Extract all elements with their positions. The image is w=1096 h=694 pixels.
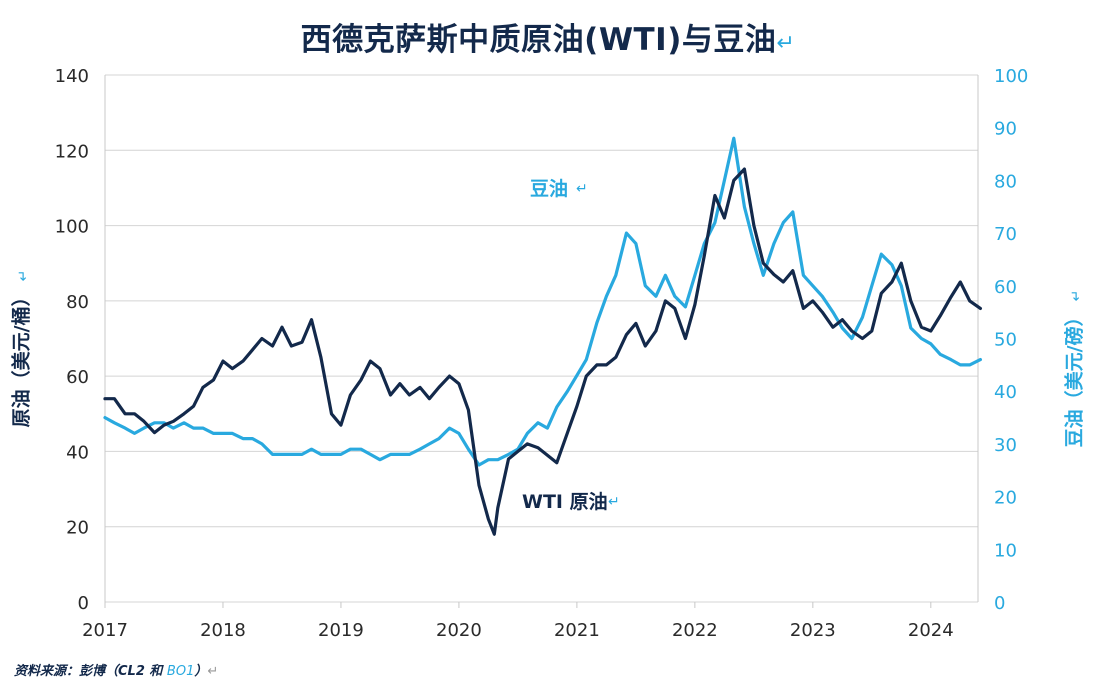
y-tick-label-right: 50 <box>994 330 1017 351</box>
x-tick-label: 2020 <box>436 620 482 641</box>
bo-series-label: 豆油 <box>530 178 568 200</box>
y-tick-label-right: 20 <box>994 488 1017 509</box>
y-tick-label-right: 10 <box>994 540 1017 561</box>
bo-series-line <box>103 136 983 467</box>
y-tick-label-left: 100 <box>55 217 89 238</box>
y-tick-label-right: 0 <box>994 593 1005 614</box>
source-note: 资料来源：彭博（CL2 和 BO1）↵ <box>14 664 219 679</box>
x-tick-label: 2024 <box>908 620 954 641</box>
y-axis-right-label: 豆油（美元/磅）↵ <box>1063 289 1086 448</box>
y-tick-label-left: 80 <box>66 292 89 313</box>
y-tick-label-right: 80 <box>994 171 1017 192</box>
x-tick-label: 2019 <box>318 620 364 641</box>
y-tick-label-left: 60 <box>66 367 89 388</box>
y-tick-label-left: 20 <box>66 518 89 539</box>
y-tick-label-right: 60 <box>994 277 1017 298</box>
y-tick-label-right: 40 <box>994 382 1017 403</box>
y-axis-left-label: 原油（美元/桶）↵ <box>10 269 33 428</box>
y-tick-label-right: 90 <box>994 119 1017 140</box>
y-tick-label-right: 100 <box>994 66 1028 87</box>
x-tick-label: 2018 <box>200 620 246 641</box>
x-tick-label: 2021 <box>554 620 600 641</box>
wti-series-label: WTI 原油 <box>522 491 608 513</box>
chart-title: 西德克萨斯中质原油(WTI)与豆油↵ <box>300 22 796 58</box>
wti-series-line <box>103 167 983 536</box>
y-tick-label-left: 40 <box>66 442 89 463</box>
x-tick-label: 2023 <box>790 620 836 641</box>
y-tick-label-left: 140 <box>55 66 89 87</box>
return-glyph: ↵ <box>576 181 588 197</box>
x-tick-label: 2017 <box>82 620 128 641</box>
x-tick-label: 2022 <box>672 620 718 641</box>
y-tick-label-right: 70 <box>994 224 1017 245</box>
y-tick-label-right: 30 <box>994 435 1017 456</box>
y-tick-label-left: 0 <box>78 593 89 614</box>
y-tick-label-left: 120 <box>55 141 89 162</box>
return-glyph: ↵ <box>608 494 620 510</box>
